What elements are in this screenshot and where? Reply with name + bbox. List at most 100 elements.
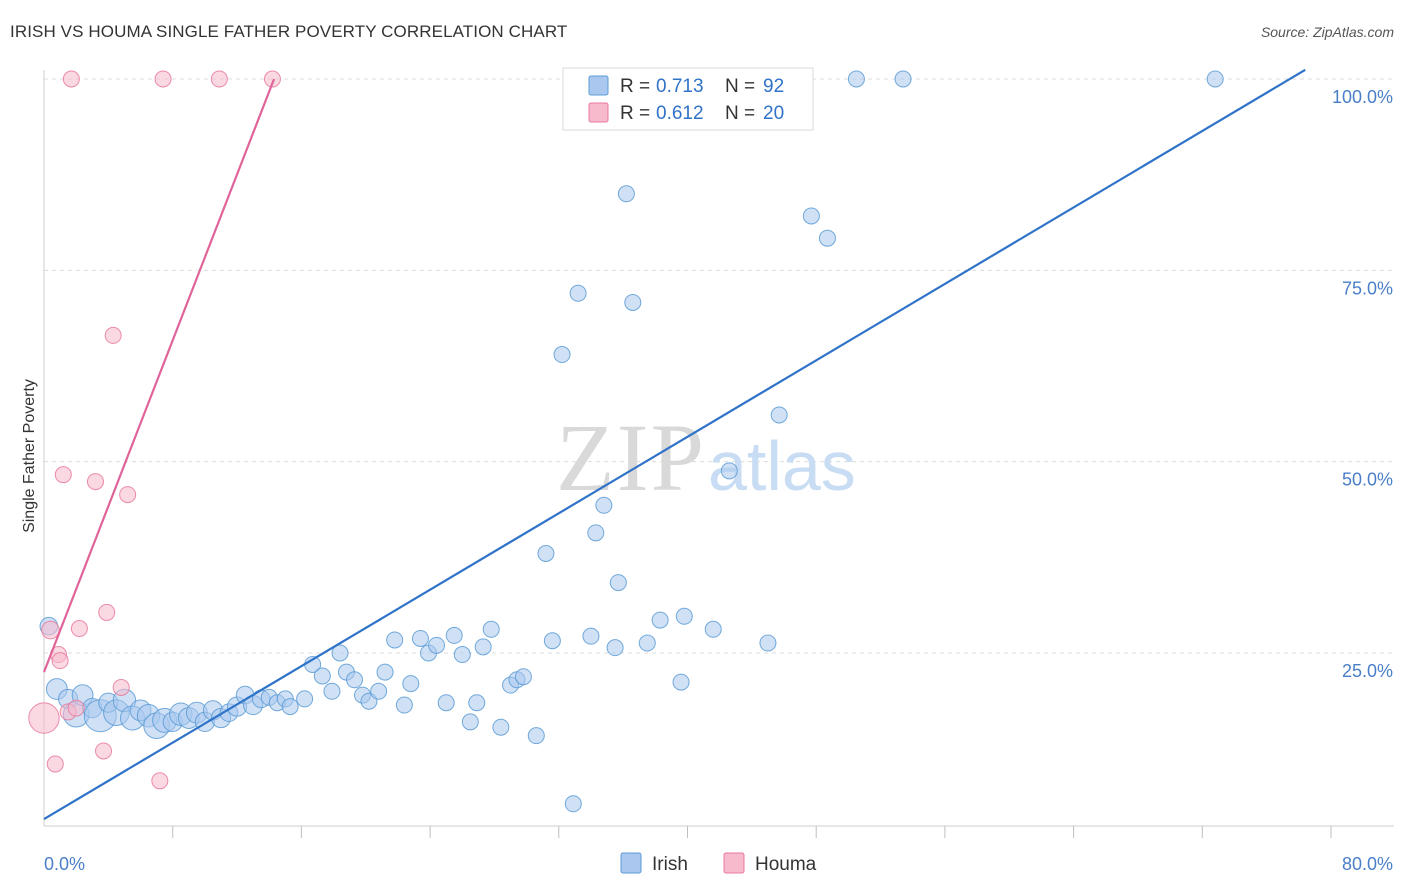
scatter-point-houma [151, 772, 169, 790]
scatter-point-irish [445, 626, 463, 644]
scatter-point-irish [720, 462, 738, 480]
scatter-point-irish [370, 682, 388, 700]
scatter-point-irish [582, 627, 600, 645]
scatter-point-irish [323, 682, 341, 700]
series-legend: Irish Houma [620, 852, 817, 875]
scatter-point-irish [651, 611, 669, 629]
scatter-point-irish [331, 644, 349, 662]
scatter-point-houma [70, 620, 88, 638]
scatter-point-irish [313, 667, 331, 685]
gridlines [44, 78, 1394, 654]
scatter-point-houma [263, 70, 281, 88]
y-tick-label: 25.0% [1342, 661, 1393, 681]
y-tick-label: 50.0% [1342, 470, 1393, 490]
scatter-point-houma [95, 742, 113, 760]
trendline-irish [43, 68, 1306, 821]
scatter-point-houma [54, 466, 72, 484]
y-tick-labels: 25.0% 50.0% 75.0% 100.0% [1332, 87, 1393, 681]
scatter-point-irish [759, 634, 777, 652]
legend-houma-r-value: 0.612 [656, 103, 704, 124]
scatter-point-irish [569, 284, 587, 302]
legend-houma-n-label: N = [725, 103, 755, 124]
scatter-point-irish [543, 632, 561, 650]
scatter-point-irish [453, 646, 471, 664]
scatter-point-irish [482, 620, 500, 638]
scatter-point-irish [411, 629, 429, 647]
scatter-point-irish [675, 607, 693, 625]
watermark: ZIP atlas [556, 404, 856, 511]
bottom-legend-swatch-houma[interactable] [723, 852, 745, 874]
scatter-point-irish [428, 636, 446, 654]
scatter-point-houma [28, 702, 60, 734]
scatter-point-irish [818, 229, 836, 247]
chart-title: IRISH VS HOUMA SINGLE FATHER POVERTY COR… [10, 22, 568, 41]
scatter-point-irish [492, 718, 510, 736]
bottom-legend-label-irish[interactable]: Irish [652, 854, 688, 875]
scatter-point-houma [41, 620, 60, 640]
scatter-point-houma [67, 699, 85, 717]
axes [43, 70, 1394, 838]
stats-legend: R = 0.713 N = 92 R = 0.612 N = 20 [562, 67, 814, 131]
y-tick-label: 75.0% [1342, 278, 1393, 298]
y-tick-label: 100.0% [1332, 87, 1393, 107]
watermark-zip: ZIP [556, 404, 706, 511]
bottom-legend-label-houma[interactable]: Houma [755, 854, 817, 875]
legend-swatch-irish [588, 75, 609, 96]
scatter-point-irish [704, 620, 722, 638]
legend-irish-n-value: 92 [763, 76, 784, 97]
scatter-point-houma [119, 486, 137, 504]
scatter-point-houma [104, 326, 122, 344]
scatter-point-irish [894, 70, 912, 88]
scatter-point-irish [802, 207, 820, 225]
legend-houma-n-value: 20 [763, 103, 784, 124]
x-tick-label: 0.0% [44, 854, 85, 874]
x-tick-labels: 0.0% 80.0% [44, 854, 1393, 874]
trendlines [42, 68, 1306, 821]
scatter-point-irish [617, 185, 635, 203]
scatter-point-irish [770, 406, 788, 424]
scatter-point-irish [345, 671, 363, 689]
scatter-point-irish [296, 690, 314, 708]
legend-irish-r-label: R = [620, 76, 650, 97]
bottom-legend-swatch-irish[interactable] [620, 852, 642, 874]
scatter-point-irish [638, 634, 656, 652]
scatter-point-irish [587, 524, 605, 542]
scatter-point-irish [553, 346, 571, 364]
scatter-point-irish [537, 545, 555, 563]
scatter-point-houma [210, 70, 228, 88]
scatter-point-irish [606, 639, 624, 657]
scatter-point-irish [461, 713, 479, 731]
scatter-point-houma [112, 678, 130, 696]
scatter-point-irish [564, 795, 582, 813]
scatter-point-irish [281, 698, 299, 716]
legend-irish-r-value: 0.713 [656, 76, 704, 97]
scatter-point-irish [437, 694, 455, 712]
scatter-point-houma [62, 70, 80, 88]
x-tick-label: 80.0% [1342, 854, 1393, 874]
source-credit: Source: ZipAtlas.com [1260, 24, 1394, 40]
scatter-point-houma [154, 70, 172, 88]
data-points [28, 70, 1224, 813]
scatter-point-irish [474, 638, 492, 656]
scatter-point-irish [1206, 70, 1224, 88]
scatter-point-houma [98, 603, 116, 621]
x-axis-ticks [172, 826, 1332, 838]
scatter-point-irish [595, 496, 613, 514]
scatter-point-houma [86, 473, 104, 491]
scatter-point-irish [386, 631, 404, 649]
scatter-point-irish [847, 70, 865, 88]
legend-houma-r-label: R = [620, 103, 650, 124]
scatter-point-irish [624, 293, 642, 311]
trendline-houma [42, 78, 276, 673]
scatter-point-houma [46, 755, 64, 773]
scatter-point-irish [395, 696, 413, 714]
y-axis-title: Single Father Poverty [21, 379, 38, 533]
scatter-point-irish [527, 727, 545, 745]
scatter-point-irish [672, 673, 690, 691]
scatter-point-irish [402, 675, 420, 693]
legend-swatch-houma [588, 102, 609, 123]
scatter-point-irish [468, 694, 486, 712]
scatter-point-irish [609, 574, 627, 592]
scatter-point-irish [514, 668, 532, 686]
